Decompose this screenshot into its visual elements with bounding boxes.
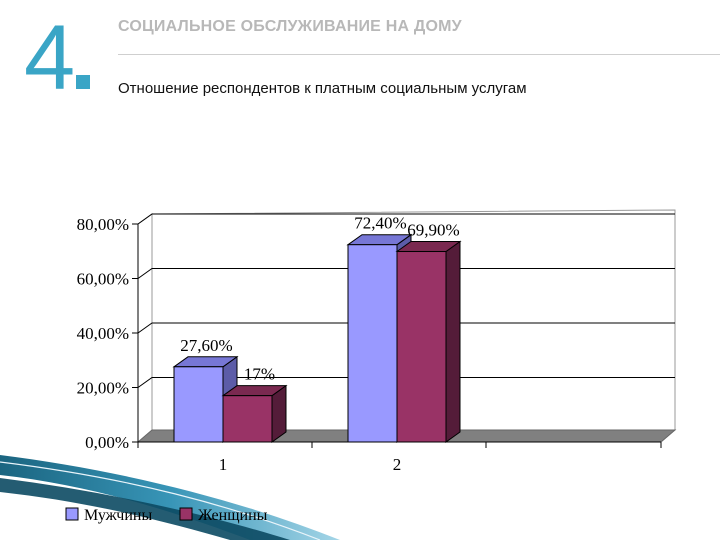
legend-label-men: Мужчины xyxy=(84,507,152,524)
header-divider xyxy=(118,54,720,55)
y-axis-ticks: 0,00% 20,00% 40,00% 60,00% 80,00% xyxy=(77,215,138,452)
bar xyxy=(347,244,398,443)
gridline xyxy=(137,268,675,279)
legend-swatch-men xyxy=(65,507,79,521)
data-label: 27,60% xyxy=(180,336,232,355)
data-label: 69,90% xyxy=(407,221,459,240)
x-category-label: 2 xyxy=(393,455,402,474)
gridline xyxy=(137,377,675,388)
legend: Мужчины Женщины xyxy=(65,507,268,524)
bar xyxy=(222,395,273,443)
legend-label-women: Женщины xyxy=(198,507,268,524)
bar xyxy=(173,366,224,443)
y-tick-label: 20,00% xyxy=(77,379,129,398)
decorative-swoosh xyxy=(0,455,340,540)
gridline xyxy=(137,213,675,225)
bars: 27,60% 17% 72,40% 69,90% xyxy=(172,214,462,443)
slide-number: 4 xyxy=(24,12,91,104)
gridline xyxy=(137,322,675,334)
y-tick-label: 60,00% xyxy=(77,270,129,289)
section-title: СОЦИАЛЬНОЕ ОБСЛУЖИВАНИЕ НА ДОМУ xyxy=(118,18,462,35)
legend-swatch-women xyxy=(179,507,193,521)
bar xyxy=(396,251,447,443)
x-category-label: 1 xyxy=(219,455,228,474)
data-label: 72,40% xyxy=(354,214,406,233)
slide-subtitle: Отношение респондентов к платным социаль… xyxy=(118,80,527,97)
y-tick-label: 0,00% xyxy=(85,433,129,452)
slide-number-dot xyxy=(76,75,91,89)
bar-side xyxy=(445,240,461,443)
y-tick-label: 80,00% xyxy=(77,215,129,234)
data-label: 17% xyxy=(244,365,275,384)
gridlines xyxy=(137,213,675,388)
y-tick-label: 40,00% xyxy=(77,324,129,343)
